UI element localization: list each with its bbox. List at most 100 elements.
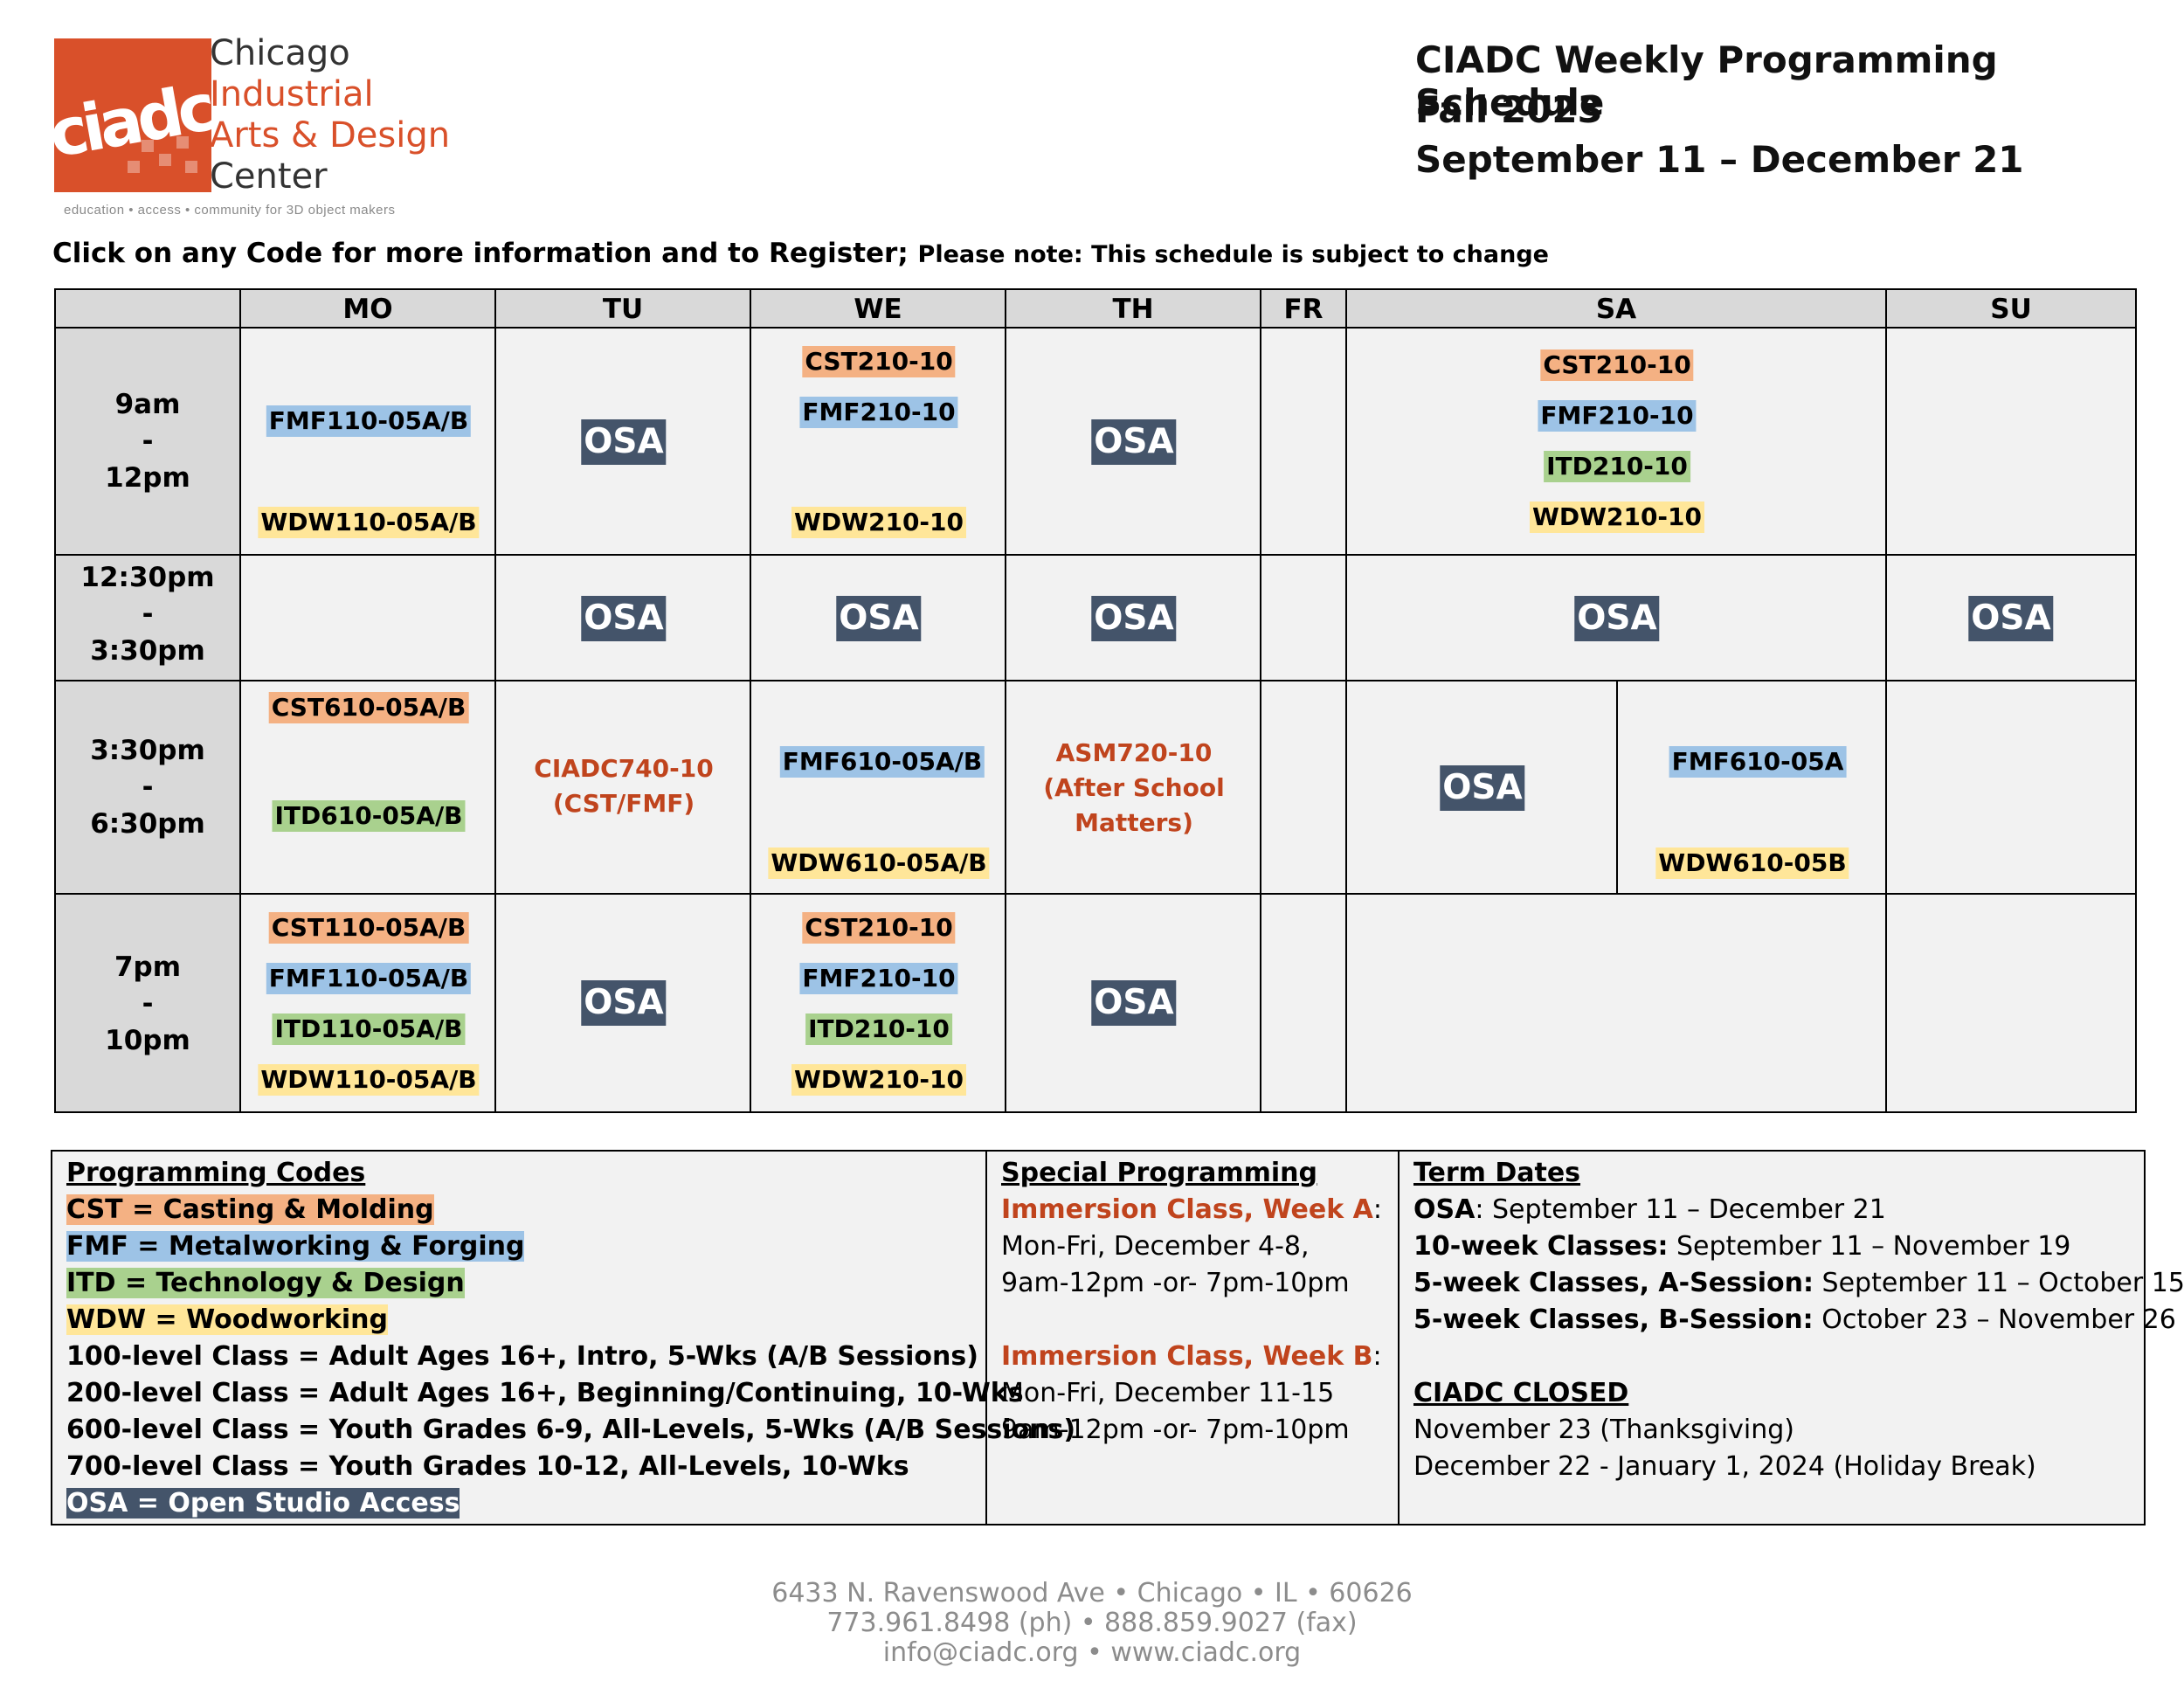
colon: : — [1372, 1341, 1382, 1372]
immersion-week-b-times: 9am-12pm -or- 7pm-10pm — [1001, 1415, 1350, 1445]
day-header-th: TH — [1006, 290, 1261, 329]
class-code-link[interactable]: CST210-10 — [802, 912, 956, 944]
cell-mo-afternoon: CST610-05A/B ITD610-05A/B — [241, 681, 496, 895]
term-10-week: 10-week Classes: September 11 – November… — [1413, 1228, 2070, 1265]
day-label: SU — [1990, 294, 2032, 325]
class-code-link[interactable]: WDW110-05A/B — [258, 1064, 480, 1096]
special-programming-column: Special Programming Immersion Class, Wee… — [987, 1152, 1400, 1524]
class-code-link[interactable]: ITD210-10 — [805, 1013, 952, 1045]
corner-cell — [56, 290, 241, 329]
class-code-link[interactable]: CST210-10 — [802, 346, 956, 377]
footer-phone: 773.961.8498 (ph) • 888.859.9027 (fax) — [826, 1608, 1358, 1638]
class-code-link[interactable]: CST610-05A/B — [268, 692, 469, 723]
class-code-link[interactable]: WDW610-05A/B — [768, 847, 990, 879]
time-slot-3: 3:30pm - 6:30pm — [56, 681, 241, 895]
cell-su-morning — [1887, 329, 2135, 556]
osa-link[interactable]: OSA — [1968, 596, 2054, 641]
time-end: 10pm — [105, 1025, 190, 1056]
class-code-link[interactable]: CIADC740-10 — [534, 754, 714, 783]
closed-heading: CIADC CLOSED — [1413, 1378, 1629, 1408]
legend-cst: CST = Casting & Molding — [66, 1194, 434, 1225]
class-code-link[interactable]: CST110-05A/B — [268, 912, 469, 944]
legend-level-100: 100-level Class = Adult Ages 16+, Intro,… — [66, 1341, 978, 1372]
term-value: October 23 – November 26 — [1813, 1304, 2176, 1335]
osa-link[interactable]: OSA — [581, 419, 667, 465]
cell-we-evening: CST210-10 FMF210-10 ITD210-10 WDW210-10 — [751, 895, 1006, 1111]
osa-link[interactable]: OSA — [581, 596, 667, 641]
logo-line-center: Center — [210, 156, 328, 197]
term-label: 5-week Classes, A-Session: — [1413, 1268, 1814, 1298]
class-code-link[interactable]: WDW110-05A/B — [258, 507, 480, 538]
time-start: 3:30pm — [90, 735, 205, 766]
class-code-link[interactable]: FMF610-05A — [1669, 746, 1847, 778]
term-osa: OSA: September 11 – December 21 — [1413, 1192, 1886, 1228]
term-dates-column: Term Dates OSA: September 11 – December … — [1400, 1152, 2184, 1524]
class-code-subtitle: Matters) — [1075, 808, 1193, 837]
class-code-link[interactable]: WDW210-10 — [791, 507, 967, 538]
instructions: Click on any Code for more information a… — [52, 238, 1549, 269]
time-end: 3:30pm — [90, 635, 205, 667]
class-code-link[interactable]: WDW210-10 — [1529, 502, 1705, 533]
time-slot-1: 9am - 12pm — [56, 329, 241, 556]
cell-th-midday: OSA — [1006, 556, 1261, 681]
osa-link[interactable]: OSA — [1440, 765, 1525, 811]
osa-link[interactable]: OSA — [1091, 419, 1177, 465]
cell-sa-evening — [1347, 895, 1887, 1111]
cell-tu-afternoon: CIADC740-10 (CST/FMF) — [496, 681, 751, 895]
osa-link[interactable]: OSA — [1091, 980, 1177, 1026]
day-header-sa: SA — [1347, 290, 1887, 329]
class-code-link[interactable]: FMF210-10 — [1538, 400, 1697, 432]
footer-web[interactable]: info@ciadc.org • www.ciadc.org — [882, 1637, 1302, 1668]
term-value: : September 11 – December 21 — [1475, 1194, 1886, 1225]
class-code-link[interactable]: WDW610-05B — [1655, 847, 1849, 879]
logo-line-arts-design: Arts & Design — [210, 115, 451, 156]
osa-link[interactable]: OSA — [1091, 596, 1177, 641]
term-label: 10-week Classes: — [1413, 1231, 1669, 1262]
cell-tu-morning: OSA — [496, 329, 751, 556]
cell-fr-midday — [1261, 556, 1347, 681]
term-value: September 11 – October 15 — [1814, 1268, 2184, 1298]
osa-link[interactable]: OSA — [581, 980, 667, 1026]
time-slot-4: 7pm - 10pm — [56, 895, 241, 1111]
day-label: SA — [1595, 294, 1637, 325]
class-code-link[interactable]: FMF610-05A/B — [779, 746, 985, 778]
class-code-link[interactable]: ITD210-10 — [1544, 451, 1690, 482]
osa-link[interactable]: OSA — [1574, 596, 1660, 641]
term-label: OSA — [1413, 1194, 1476, 1225]
cell-mo-morning: FMF110-05A/B WDW110-05A/B — [241, 329, 496, 556]
class-code-link[interactable]: FMF210-10 — [799, 963, 958, 994]
legend-wdw: WDW = Woodworking — [66, 1304, 389, 1335]
day-header-tu: TU — [496, 290, 751, 329]
class-code-link[interactable]: ITD610-05A/B — [272, 800, 466, 832]
class-code-link[interactable]: ITD110-05A/B — [272, 1013, 466, 1045]
class-code-link[interactable]: FMF210-10 — [799, 397, 958, 428]
class-code-link[interactable]: CST210-10 — [1540, 349, 1694, 381]
immersion-week-b-dates: Mon-Fri, December 11-15 — [1001, 1378, 1335, 1408]
legend-box: Programming Codes CST = Casting & Moldin… — [51, 1150, 2184, 1525]
closed-date-holiday: December 22 - January 1, 2024 (Holiday B… — [1413, 1451, 2036, 1482]
class-code-link[interactable]: FMF110-05A/B — [266, 963, 472, 994]
cell-mo-evening: CST110-05A/B FMF110-05A/B ITD110-05A/B W… — [241, 895, 496, 1111]
immersion-week-b-link[interactable]: Immersion Class, Week B — [1001, 1341, 1373, 1372]
cell-we-afternoon: FMF610-05A/B WDW610-05A/B — [751, 681, 1006, 895]
term-5-week-b: 5-week Classes, B-Session: October 23 – … — [1413, 1302, 2176, 1339]
class-code-link[interactable]: FMF110-05A/B — [266, 405, 472, 437]
colon: : — [1372, 1194, 1382, 1225]
day-label: WE — [854, 294, 902, 325]
cell-sa-afternoon-right: FMF610-05A WDW610-05B — [1618, 681, 1887, 895]
immersion-week-a-link[interactable]: Immersion Class, Week A — [1001, 1194, 1373, 1225]
immersion-week-a-dates: Mon-Fri, December 4-8, — [1001, 1231, 1310, 1262]
term-title: Fall 2023 — [1415, 88, 1603, 131]
osa-link[interactable]: OSA — [836, 596, 922, 641]
page-title: CIADC Weekly Programming Schedule — [1415, 38, 1998, 124]
day-header-we: WE — [751, 290, 1006, 329]
legend-osa: OSA = Open Studio Access — [66, 1488, 460, 1519]
cell-th-morning: OSA — [1006, 329, 1261, 556]
logo-word: ciadc — [54, 70, 211, 173]
cell-th-afternoon: ASM720-10 (After School Matters) — [1006, 681, 1261, 895]
time-start: 9am — [114, 389, 181, 420]
class-code-link[interactable]: ASM720-10 — [1055, 738, 1213, 767]
class-code-link[interactable]: WDW210-10 — [791, 1064, 967, 1096]
time-separator: - — [142, 425, 154, 457]
instructions-main: Click on any Code for more information a… — [52, 238, 909, 269]
